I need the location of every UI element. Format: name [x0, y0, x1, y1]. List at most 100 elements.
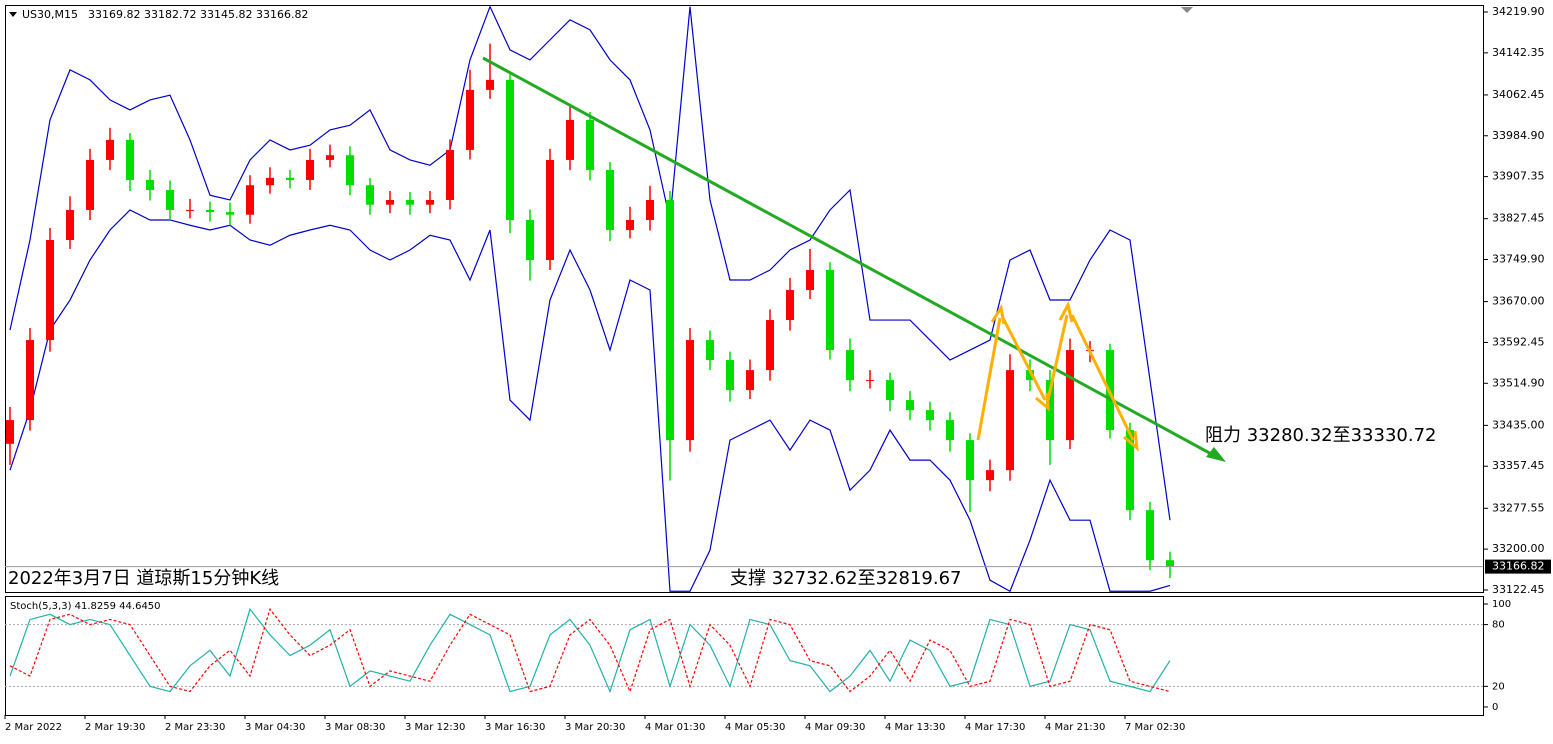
candle-body — [306, 159, 314, 180]
candle-body — [686, 340, 694, 441]
candle-body — [706, 340, 714, 361]
candle-body — [446, 149, 454, 200]
shift-marker — [1181, 7, 1193, 13]
candle-body — [1006, 370, 1014, 471]
candle-body — [66, 209, 74, 240]
candle-body — [186, 209, 194, 211]
candle-body — [466, 89, 474, 150]
menu-arrow[interactable] — [9, 12, 17, 17]
candle-body — [206, 209, 214, 213]
candle-body — [1146, 510, 1154, 561]
candle-body — [226, 212, 234, 215]
candle-body — [546, 159, 554, 261]
y-tick-label: 33122.45 — [1492, 583, 1545, 596]
candle-body — [646, 199, 654, 220]
candle-body — [106, 139, 114, 160]
x-tick-label: 4 Mar 17:30 — [965, 722, 1025, 733]
candle-body — [86, 159, 94, 210]
y-tick-label: 100 — [1492, 599, 1511, 610]
x-tick-label: 4 Mar 05:30 — [725, 722, 785, 733]
current-price-box — [1485, 559, 1551, 574]
x-tick-label: 3 Mar 04:30 — [245, 722, 305, 733]
bollinger-band — [9, 209, 1171, 592]
symbol: US30,M15 — [22, 8, 78, 21]
candle-body — [166, 189, 174, 210]
candle-body — [926, 410, 934, 421]
candle-body — [286, 177, 294, 180]
main-panel — [5, 5, 1484, 593]
y-tick-label: 33670.00 — [1492, 295, 1545, 308]
candle-body — [426, 199, 434, 205]
candle-body — [806, 270, 814, 291]
indicator-title: Stoch(5,3,3) 41.8259 44.6450 — [10, 601, 161, 612]
ohlc: 33169.82 33182.72 33145.82 33166.82 — [88, 8, 308, 21]
candle-body — [146, 179, 154, 190]
annotation: 2022年3月7日 道琼斯15分钟K线 — [8, 568, 279, 589]
candle-body — [986, 470, 994, 481]
y-tick-label: 33984.90 — [1492, 129, 1545, 142]
candle-body — [1046, 380, 1054, 441]
x-tick-label: 3 Mar 12:30 — [405, 722, 465, 733]
y-tick-label: 33357.45 — [1492, 459, 1545, 472]
y-tick-label: 34062.45 — [1492, 88, 1545, 101]
candle-body — [486, 79, 494, 90]
y-tick-label: 20 — [1492, 681, 1505, 692]
candle-body — [386, 199, 394, 205]
candle-body — [526, 219, 534, 261]
candle-body — [1166, 560, 1174, 567]
x-tick-label: 3 Mar 16:30 — [485, 722, 545, 733]
candle-body — [746, 370, 754, 391]
orange-arrows — [976, 300, 1139, 452]
y-tick-label: 33200.00 — [1492, 542, 1545, 555]
candle-body — [826, 270, 834, 351]
y-tick-label: 33749.90 — [1492, 253, 1545, 266]
candle-body — [766, 320, 774, 371]
x-tick-label: 3 Mar 08:30 — [325, 722, 385, 733]
y-tick-label: 33514.90 — [1492, 376, 1545, 389]
candle-body — [406, 199, 414, 205]
y-tick-label: 33435.00 — [1492, 418, 1545, 431]
x-tick-label: 3 Mar 20:30 — [565, 722, 625, 733]
y-tick-label: 33592.45 — [1492, 335, 1545, 348]
candle-body — [666, 199, 674, 441]
x-tick-label: 2 Mar 23:30 — [165, 722, 225, 733]
candle-body — [626, 219, 634, 230]
candle-body — [1126, 430, 1134, 511]
trend-arrowhead — [1206, 447, 1226, 462]
candle-body — [726, 360, 734, 391]
y-tick-label: 33907.35 — [1492, 170, 1545, 183]
candle-body — [586, 119, 594, 170]
candle-body — [26, 340, 34, 421]
x-tick-label: 2 Mar 19:30 — [85, 722, 145, 733]
candle-body — [906, 400, 914, 411]
candle-body — [366, 185, 374, 205]
candle-body — [846, 350, 854, 381]
stoch-line — [9, 607, 1171, 694]
y-tick-label: 34219.90 — [1492, 5, 1545, 18]
stoch-panel — [5, 596, 1484, 716]
candle-body — [506, 79, 514, 220]
y-tick-label: 0 — [1492, 702, 1498, 713]
candle-body — [966, 440, 974, 481]
candle-body — [326, 155, 334, 160]
x-tick-label: 4 Mar 01:30 — [645, 722, 705, 733]
candle-body — [266, 177, 274, 186]
x-tick-label: 7 Mar 02:30 — [1125, 722, 1185, 733]
annotation: 阻力 33280.32至33330.72 — [1205, 425, 1437, 446]
candle-body — [346, 155, 354, 186]
bollinger-band — [9, 5, 1171, 521]
candle-body — [126, 139, 134, 180]
stoch-line — [9, 607, 1171, 694]
current-price-label: 33166.82 — [1492, 560, 1545, 573]
y-tick-label: 33277.55 — [1492, 501, 1545, 514]
candle-body — [6, 420, 14, 444]
x-tick-label: 4 Mar 21:30 — [1045, 722, 1105, 733]
candle-body — [786, 290, 794, 321]
x-tick-label: 2 Mar 2022 — [5, 722, 62, 733]
candle-body — [866, 380, 874, 382]
candle-body — [46, 239, 54, 341]
candle-body — [1066, 350, 1074, 441]
trend-line — [482, 56, 1216, 458]
